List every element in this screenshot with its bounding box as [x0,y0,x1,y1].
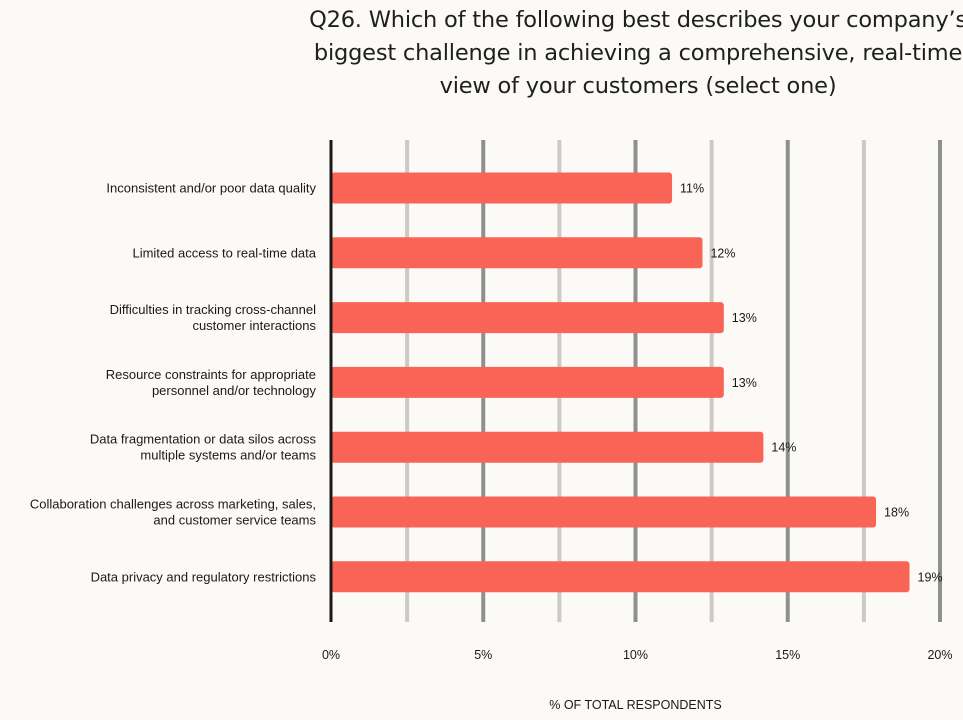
value-label: 12% [710,246,735,260]
value-label: 11% [680,182,704,196]
x-tick-label: 20% [927,648,952,662]
category-label: Resource constraints for appropriate pers… [106,367,317,398]
bar [331,366,724,398]
value-labels: 11% 12% 13% 13% 14% 18% 19% [680,182,943,585]
x-tick-labels: 0% 5% 10% 15% 20% [322,648,953,662]
value-label: 14% [771,441,796,455]
x-axis-title: % OF TOTAL RESPONDENTS [549,698,722,712]
category-label: Data privacy and regulatory restrictions [91,569,317,584]
bar [331,431,764,463]
value-label: 13% [732,311,757,325]
category-label: Difficulties in tracking cross-channel cu… [110,302,317,333]
value-label: 13% [732,376,757,390]
value-label: 18% [884,506,909,520]
category-label: Collaboration challenges across marketin… [30,497,317,528]
x-tick-label: 5% [474,648,492,662]
bars [331,172,910,593]
x-tick-label: 15% [775,648,800,662]
category-labels: Inconsistent and/or poor data quality Lim… [30,181,317,585]
bar [331,237,703,269]
category-label: Inconsistent and/or poor data quality [106,181,316,196]
x-tick-label: 10% [623,648,648,662]
bar [331,561,910,593]
category-label: Data fragmentation or data silos across m… [90,432,317,463]
bar [331,496,877,528]
bar [331,172,673,204]
bar [331,302,724,334]
value-label: 19% [918,570,943,584]
x-tick-label: 0% [322,648,340,662]
chart-title: Q26. Which of the following best describ… [309,7,963,99]
category-label: Limited access to real-time data [132,245,316,260]
